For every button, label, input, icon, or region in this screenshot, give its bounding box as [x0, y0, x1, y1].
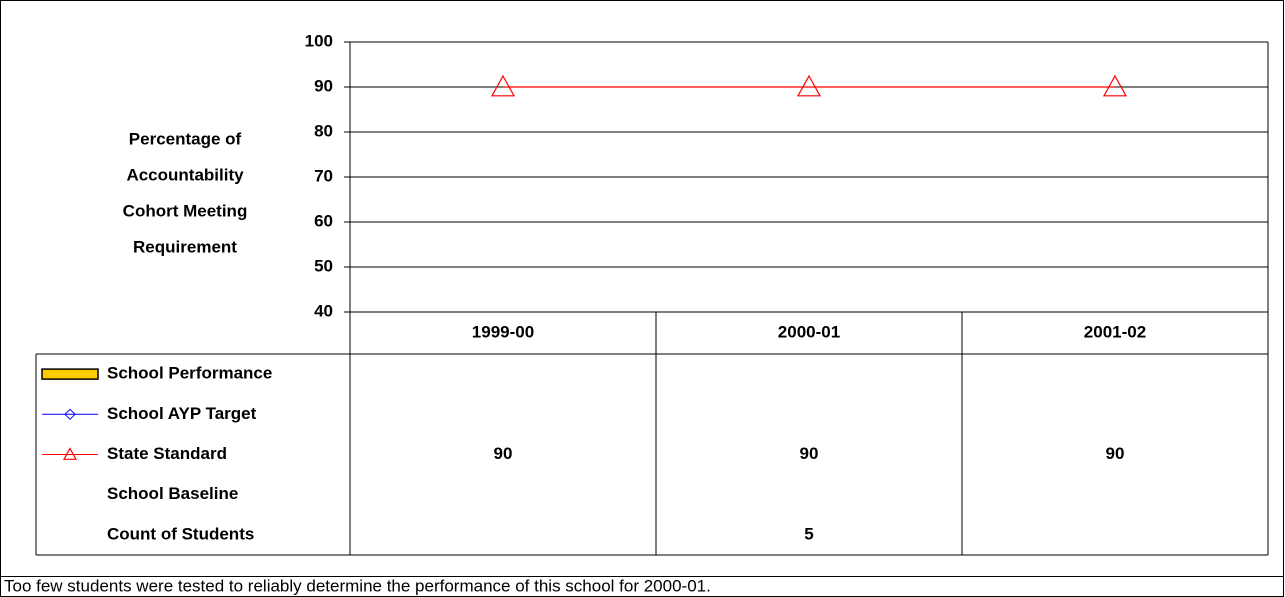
y-tick-label: 40	[314, 301, 333, 320]
table-value: 90	[1106, 444, 1125, 463]
marker	[490, 74, 516, 97]
y-axis-label: Accountability	[126, 165, 244, 184]
table-value: 90	[494, 444, 513, 463]
y-tick-label: 80	[314, 121, 333, 140]
marker	[64, 408, 76, 421]
table-value: 5	[804, 524, 813, 543]
y-axis-label: Requirement	[133, 237, 237, 256]
legend-label: School Performance	[107, 364, 272, 383]
legend-label: School Baseline	[107, 484, 238, 503]
x-tick-label: 1999-00	[472, 322, 534, 341]
x-tick-label: 2000-01	[778, 322, 840, 341]
y-tick-label: 100	[305, 31, 333, 50]
marker	[796, 74, 822, 97]
footnote: Too few students were tested to reliably…	[4, 576, 711, 595]
y-tick-label: 50	[314, 256, 333, 275]
legend-label: School AYP Target	[107, 404, 257, 423]
legend-label: State Standard	[107, 444, 227, 463]
marker	[1102, 74, 1128, 97]
x-tick-label: 2001-02	[1084, 322, 1146, 341]
table-value: 90	[800, 444, 819, 463]
y-tick-label: 70	[314, 166, 333, 185]
y-tick-label: 90	[314, 76, 333, 95]
y-tick-label: 60	[314, 211, 333, 230]
y-axis-label: Cohort Meeting	[123, 201, 248, 220]
legend-swatch	[41, 368, 99, 380]
marker	[62, 447, 78, 460]
y-axis-label: Percentage of	[129, 129, 242, 148]
legend-label: Count of Students	[107, 524, 254, 543]
